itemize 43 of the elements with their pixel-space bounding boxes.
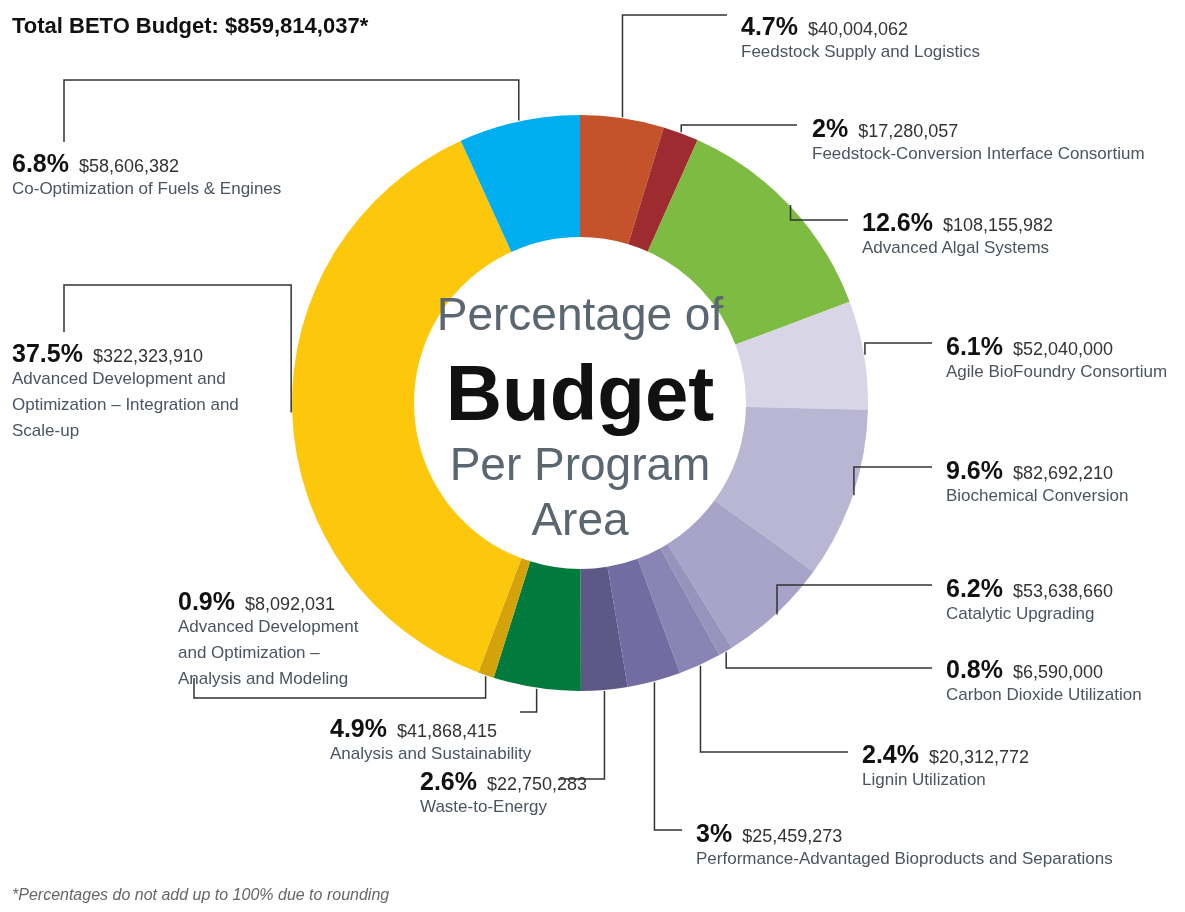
slice-label: Agile BioFoundry Consortium [946,362,1168,381]
slice-label: Analysis and Sustainability [330,744,532,763]
data-label: 6.1% $52,040,000 [946,332,1114,360]
donut-slice [580,115,664,245]
text: *Percentages do not add up to 100% due to rounding [12,886,390,903]
donut-slice [460,115,580,252]
slice-label: Performance-Advantaged Bioproducts and Separations [696,849,1113,868]
data-label: 4.9% $41,868,415 [330,714,498,742]
data-label: 12.6% $108,155,982 [862,208,1053,236]
data-label: 9.6% $82,692,210 [946,456,1114,484]
data-label: 2.4% $20,312,772 [862,740,1030,768]
donut-slice [607,558,681,688]
slice-label: Biochemical Conversion [946,486,1129,505]
slice-label: Carbon Dioxide Utilization [946,685,1142,704]
donut-slice [493,561,581,691]
data-label: 6.8% $58,606,382 [12,149,180,177]
donut-slice [628,127,698,252]
donut-slice [637,548,720,674]
slice-label: Catalytic Upgrading [946,604,1095,623]
donut-slice [714,406,868,572]
slice-label: Advanced Algal Systems [862,238,1050,257]
chart-title: Total BETO Budget: $859,814,037* [12,13,369,38]
text: Percentage of Budget Per Program Area [436,288,724,545]
data-label: 3% $25,459,273 [696,819,843,847]
slice-label: Feedstock-Conversion Interface Consortium [812,144,1145,163]
slice-label: Advanced Development and Optimization – Analysis and Modeling [178,617,359,688]
slice-label: Waste-to-Energy [420,797,548,816]
donut-slice [735,301,868,410]
donut-slice [660,544,732,656]
data-label: 37.5% $322,323,910 [12,339,203,367]
data-label: 2.6% $22,750,283 [420,767,588,795]
data-label: 0.9% $8,092,031 [178,587,336,615]
data-label: 0.8% $6,590,000 [946,655,1104,683]
slice-label: Co-Optimization of Fuels & Engines [12,179,282,198]
donut-slice [580,566,628,691]
donut-slice [478,558,531,678]
slice-label: Lignin Utilization [862,770,986,789]
data-label: 4.7% $40,004,062 [741,12,909,40]
data-label: 6.2% $53,638,660 [946,574,1114,602]
data-label: 2% $17,280,057 [812,114,959,142]
slice-label: Advanced Development and Optimization – Integration and Scale-up [12,369,239,440]
slice-label: Feedstock Supply and Logistics [741,42,981,61]
donut-slice [667,500,814,648]
